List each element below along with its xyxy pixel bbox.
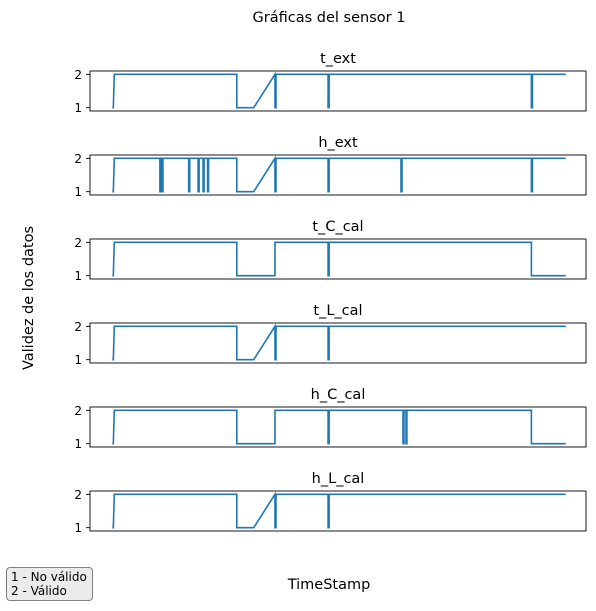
subplot-frame-2	[89, 238, 587, 280]
ytick-label-0-1: 2	[74, 68, 82, 82]
series-line-5	[112, 491, 566, 529]
subplot-title-1: h_ext	[318, 135, 358, 151]
subplot-title-5: h_L_cal	[312, 471, 365, 487]
subplot-frame-3	[89, 322, 587, 364]
ytick-label-0-0: 1	[74, 101, 82, 115]
ytick-label-4-0: 1	[74, 437, 82, 451]
figure-ylabel: Validez de los datos	[21, 226, 37, 370]
subplot-title-0: t_ext	[320, 51, 356, 67]
ytick-label-1-1: 2	[74, 152, 82, 166]
subplot-title-3: t_L_cal	[313, 303, 362, 319]
ytick-label-5-0: 1	[74, 521, 82, 535]
series-line-0	[112, 71, 566, 109]
ytick-label-3-1: 2	[74, 320, 82, 334]
subplot-title-4: h_C_cal	[311, 387, 366, 403]
legend-entry-valid: 2 - Válido	[11, 584, 67, 598]
ytick-label-2-1: 2	[74, 236, 82, 250]
ytick-label-3-0: 1	[74, 353, 82, 367]
subplot-frame-5	[89, 490, 587, 532]
subplot-frame-4	[89, 406, 587, 448]
figure-suptitle: Gráficas del sensor 1	[253, 10, 406, 26]
series-line-4	[112, 409, 566, 445]
subplot-frame-0	[89, 70, 587, 112]
ytick-label-2-0: 1	[74, 269, 82, 283]
figure-xlabel: TimeStamp	[287, 577, 371, 593]
series-line-3	[112, 323, 566, 361]
ytick-label-5-1: 2	[74, 488, 82, 502]
validity-legend-box: 1 - No válido 2 - Válido	[6, 567, 93, 601]
subplot-title-2: t_C_cal	[312, 219, 363, 235]
legend-entry-invalid: 1 - No válido	[11, 570, 87, 584]
ytick-label-4-1: 2	[74, 404, 82, 418]
ytick-label-1-0: 1	[74, 185, 82, 199]
series-line-2	[112, 241, 566, 277]
subplot-frame-1	[89, 154, 587, 196]
series-line-1	[112, 155, 566, 193]
subplots-group: t_ext 1 2 h_ext 1 2 t_C_cal 1 2 t_L_cal 1 2 h_C_cal 1…	[74, 51, 587, 535]
